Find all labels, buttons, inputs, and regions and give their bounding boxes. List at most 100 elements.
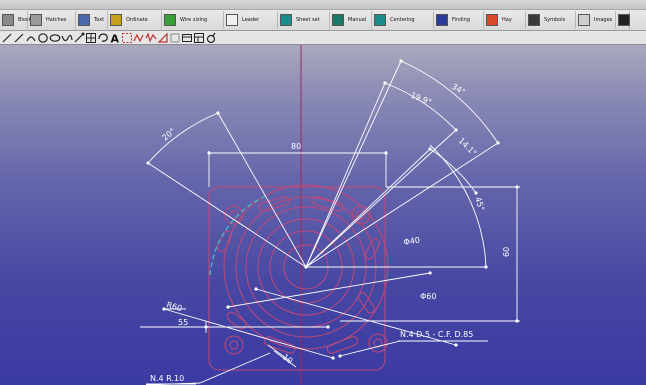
toolbar-button-hay[interactable]: Hay: [484, 11, 526, 29]
toolbar-button-label: Hay: [502, 17, 512, 23]
dim-offset-55: 55: [178, 318, 188, 327]
centering-icon: [374, 14, 386, 26]
dim-angle-45: 45°: [473, 196, 486, 212]
ordinate-icon: [110, 14, 122, 26]
toolbar-button-label: Wire sizing: [180, 17, 208, 23]
toolbar-button-sheet-set[interactable]: Sheet set: [278, 11, 330, 29]
polyline-tool-icon[interactable]: [13, 32, 25, 44]
slot-left-upper: [217, 230, 232, 252]
corner-hole-br-inner: [373, 338, 383, 348]
wire-icon: [164, 14, 176, 26]
toolbar-button-label: Centering: [390, 17, 415, 23]
text-tool-icon: [78, 14, 90, 26]
toolbar-button-centering[interactable]: Centering: [372, 11, 434, 29]
note-slots: N.4 R.10: [150, 374, 184, 383]
cyan-construction-arc: [209, 194, 269, 276]
slot-left-lower: [226, 311, 247, 330]
slot-top-right: [312, 196, 344, 212]
text-tool-icon[interactable]: A: [109, 32, 121, 44]
finding-icon: [436, 14, 448, 26]
toolbar-button-leader[interactable]: Leader: [224, 11, 278, 29]
toolbar-button-images[interactable]: Images: [576, 11, 616, 29]
toolbar-button-label: Manual: [348, 17, 367, 23]
toolbar-button-label: Text: [94, 17, 105, 23]
dim-radius-60: R60: [165, 300, 183, 313]
arc-tool-icon[interactable]: [25, 32, 37, 44]
toolbar-button-blocks[interactable]: Blocks: [0, 11, 34, 29]
corner-hole-br: [368, 333, 388, 353]
circle-tool-icon[interactable]: [37, 32, 49, 44]
mirror-tool-icon[interactable]: [157, 32, 169, 44]
plate-outline: [208, 186, 386, 371]
dim-height-60: 60: [502, 247, 511, 257]
dim-angle-19-9: 19.9°: [409, 91, 433, 108]
line-tool-icon[interactable]: [1, 32, 13, 44]
rotate-tool-icon[interactable]: [205, 32, 217, 44]
image-icon: [578, 14, 590, 26]
toolbar-button-label: Images: [594, 17, 613, 23]
dim-width-80: 80: [291, 142, 301, 151]
sheet-set-icon: [280, 14, 292, 26]
toolbar-top-strip: [0, 0, 646, 10]
corner-hole-tr: [351, 205, 371, 225]
toolbar-button-label: Symbols: [544, 17, 566, 23]
toolbar-button-label: Ordinate: [126, 17, 148, 23]
toolbar-button-label: Finding: [452, 17, 470, 23]
main-toolbar: Blocks Hatches Text Ordinate Wire sizing Lead…: [0, 0, 646, 31]
svg-text:A: A: [111, 32, 120, 44]
toolbar-button-ordinate[interactable]: Ordinate: [108, 11, 162, 29]
slot-bottom-right: [326, 336, 359, 354]
table-tool-icon[interactable]: [193, 32, 205, 44]
dim-angle-20: 20°: [161, 127, 178, 143]
lasso-tool-icon[interactable]: [97, 32, 109, 44]
part-geometry: [208, 184, 389, 371]
corner-hole-bl: [224, 335, 244, 355]
dimension-nodes: [146, 59, 519, 360]
toolbar-button-manual[interactable]: Manual: [330, 11, 372, 29]
camera-icon: [618, 14, 630, 26]
toolbar-button-hatches[interactable]: Hatches: [28, 11, 76, 29]
draw-toolbar: A: [0, 31, 646, 45]
blocks-icon: [2, 14, 14, 26]
drawing-canvas[interactable]: 80 60 20° 34° 19.9° 14.1° 45° Φ40 Φ60 R6…: [0, 45, 646, 385]
corner-hole-tr-inner: [356, 210, 366, 220]
dimension-lines: [140, 60, 520, 385]
manual-icon: [332, 14, 344, 26]
pattern-tool-icon[interactable]: [133, 32, 145, 44]
slot-top-left: [258, 196, 290, 212]
technical-drawing[interactable]: 80 60 20° 34° 19.9° 14.1° 45° Φ40 Φ60 R6…: [0, 45, 646, 385]
toolbar-button-label: Blocks: [18, 17, 35, 23]
corner-hole-tl: [224, 205, 244, 225]
grid-tool-icon[interactable]: [85, 32, 97, 44]
color-grid-icon: [486, 14, 498, 26]
transform-tool-icon[interactable]: [145, 31, 157, 44]
dim-angle-14-1: 14.1°: [457, 136, 479, 158]
ellipse-tool-icon[interactable]: [49, 32, 61, 44]
dim-diameter-40: Φ40: [403, 236, 421, 247]
frame-tool-icon[interactable]: [181, 32, 193, 44]
slot-right-lower: [358, 292, 375, 314]
select-region-icon[interactable]: [121, 32, 133, 44]
dimension-tool-icon[interactable]: [73, 32, 85, 44]
dim-slot-10: 10: [281, 352, 295, 365]
toolbar-button-row: Blocks Hatches Text Ordinate Wire sizing Lead…: [0, 10, 630, 30]
slot-right-upper: [365, 238, 380, 260]
dim-angle-34: 34°: [450, 82, 467, 97]
corner-hole-bl-inner: [229, 340, 239, 350]
dim-diameter-60: Φ60: [420, 292, 436, 301]
hatch-icon: [30, 14, 42, 26]
toolbar-button-camera[interactable]: [616, 11, 630, 29]
symbol-s-icon: [528, 14, 540, 26]
leader-icon: [226, 14, 238, 26]
toolbar-button-wire-sizing[interactable]: Wire sizing: [162, 11, 224, 29]
note-holes: N.4 D.5 - C.F. D.85: [400, 330, 473, 339]
toolbar-button-symbols[interactable]: Symbols: [526, 11, 576, 29]
toolbar-button-text[interactable]: Text: [76, 11, 108, 29]
toolbar-button-label: Leader: [242, 17, 260, 23]
rectangle-tool-icon[interactable]: [169, 32, 181, 44]
curve-tool-icon[interactable]: [61, 32, 73, 44]
toolbar-button-label: Sheet set: [296, 17, 320, 23]
toolbar-button-label: Hatches: [46, 17, 67, 23]
toolbar-button-finding[interactable]: Finding: [434, 11, 484, 29]
